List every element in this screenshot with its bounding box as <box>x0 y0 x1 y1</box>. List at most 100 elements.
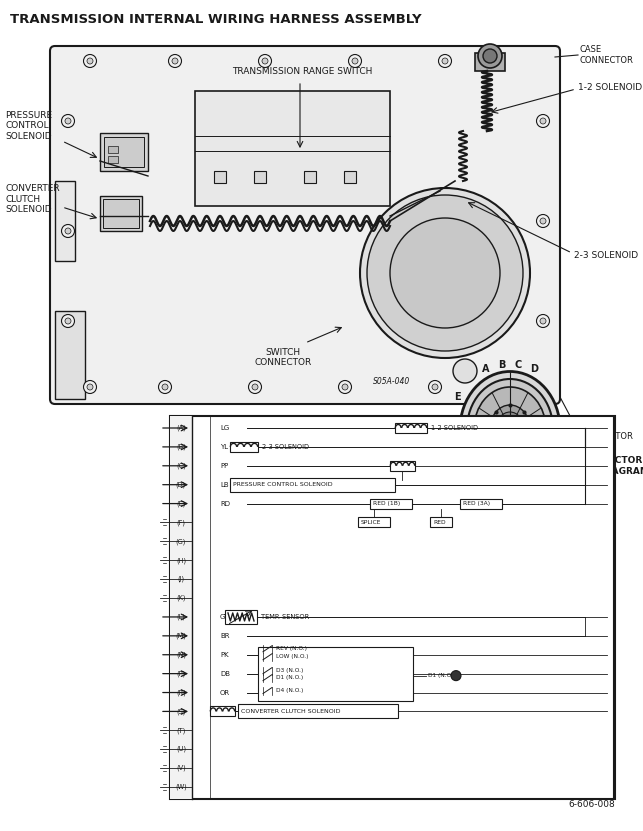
Circle shape <box>248 381 262 394</box>
Circle shape <box>442 58 448 64</box>
Text: (B): (B) <box>176 444 186 450</box>
Text: (R): (R) <box>176 689 186 696</box>
Text: D1 (N.O.): D1 (N.O.) <box>428 673 455 678</box>
Circle shape <box>84 55 96 67</box>
Bar <box>225 610 257 624</box>
Circle shape <box>342 384 348 390</box>
Bar <box>103 199 139 228</box>
Text: SWITCH
CONNECTOR: SWITCH CONNECTOR <box>255 348 312 367</box>
Text: S: S <box>563 422 570 432</box>
Bar <box>195 91 390 206</box>
Circle shape <box>507 384 513 390</box>
Bar <box>460 499 502 509</box>
Text: S05A-040: S05A-040 <box>374 376 411 386</box>
Text: (U): (U) <box>176 746 186 752</box>
Circle shape <box>262 58 268 64</box>
Bar <box>254 171 266 183</box>
Circle shape <box>503 381 516 394</box>
Bar <box>304 171 316 183</box>
Text: DB: DB <box>220 671 230 676</box>
Text: (C): (C) <box>176 463 186 469</box>
Text: (S): (S) <box>176 708 186 715</box>
Text: OR: OR <box>220 690 230 696</box>
Bar <box>370 499 412 509</box>
Text: 2-3 SOLENOID: 2-3 SOLENOID <box>262 444 309 450</box>
Text: (N): (N) <box>176 652 186 658</box>
Text: (V): (V) <box>176 765 186 771</box>
Circle shape <box>84 381 96 394</box>
Text: D1 (N.O.): D1 (N.O.) <box>276 675 303 680</box>
Ellipse shape <box>467 379 553 479</box>
Circle shape <box>65 228 71 234</box>
Text: PK: PK <box>220 652 229 658</box>
Circle shape <box>540 318 546 324</box>
Bar <box>395 423 427 433</box>
Text: LG: LG <box>220 425 230 431</box>
Text: (K): (K) <box>176 595 186 602</box>
Bar <box>214 171 226 183</box>
Text: BR: BR <box>220 633 230 639</box>
Circle shape <box>338 381 352 394</box>
Text: (A): (A) <box>176 425 186 431</box>
Circle shape <box>172 58 178 64</box>
Circle shape <box>62 115 75 127</box>
Circle shape <box>536 115 550 127</box>
Text: L: L <box>447 422 453 432</box>
Bar <box>108 156 118 163</box>
Text: (E): (E) <box>176 500 186 507</box>
Bar <box>100 196 142 231</box>
Text: D3 (N.O.): D3 (N.O.) <box>276 668 303 673</box>
Text: REV (N.O.): REV (N.O.) <box>276 647 307 652</box>
Circle shape <box>390 218 500 328</box>
Text: (L): (L) <box>177 614 185 620</box>
Circle shape <box>451 671 461 681</box>
Text: E: E <box>454 392 460 402</box>
Text: TRANSMISSION INTERNAL WIRING HARNESS ASSEMBLY: TRANSMISSION INTERNAL WIRING HARNESS ASS… <box>10 13 422 26</box>
Bar <box>230 478 395 492</box>
Circle shape <box>87 384 93 390</box>
Text: TRANSMISSION RANGE SWITCH: TRANSMISSION RANGE SWITCH <box>232 67 372 76</box>
Circle shape <box>168 55 181 67</box>
Bar <box>358 518 390 528</box>
Text: C: C <box>514 360 521 370</box>
Text: PP: PP <box>220 463 228 469</box>
Text: 1-2 SOLENOID: 1-2 SOLENOID <box>431 425 478 431</box>
Text: M: M <box>473 484 483 494</box>
Circle shape <box>87 58 93 64</box>
Circle shape <box>349 55 361 67</box>
Circle shape <box>62 314 75 327</box>
Text: CASE
CONNECTOR: CASE CONNECTOR <box>580 421 634 440</box>
Text: RD: RD <box>220 500 230 507</box>
FancyBboxPatch shape <box>50 46 560 404</box>
Text: (G): (G) <box>176 538 186 544</box>
Text: 6-606-008: 6-606-008 <box>568 800 615 809</box>
Circle shape <box>352 58 358 64</box>
Text: YL: YL <box>220 444 228 450</box>
Bar <box>108 146 118 153</box>
Text: LOW (N.O.): LOW (N.O.) <box>276 654 309 659</box>
Text: P: P <box>518 490 525 500</box>
Circle shape <box>478 44 502 68</box>
Text: D4 (N.O.): D4 (N.O.) <box>276 688 303 693</box>
Circle shape <box>540 118 546 124</box>
Bar <box>170 416 615 799</box>
Text: (W): (W) <box>175 784 187 790</box>
Ellipse shape <box>490 405 530 453</box>
Text: (T): (T) <box>176 727 186 734</box>
Text: CASE
CONNECTOR: CASE CONNECTOR <box>580 46 634 65</box>
Text: PRESSURE
CONTROL
SOLENOID: PRESSURE CONTROL SOLENOID <box>5 111 52 141</box>
Circle shape <box>367 195 523 351</box>
Circle shape <box>536 214 550 228</box>
Text: B: B <box>498 360 505 370</box>
Circle shape <box>252 384 258 390</box>
Circle shape <box>428 381 442 394</box>
Text: (D): (D) <box>176 481 186 488</box>
Bar <box>104 137 144 167</box>
Circle shape <box>65 118 71 124</box>
Bar <box>210 706 235 716</box>
Text: (H): (H) <box>176 557 186 563</box>
Text: CONVERTER CLUTCH SOLENOID: CONVERTER CLUTCH SOLENOID <box>241 709 341 714</box>
Circle shape <box>162 384 168 390</box>
Text: (F): (F) <box>176 519 185 526</box>
Text: 2-3 SOLENOID: 2-3 SOLENOID <box>574 250 638 259</box>
